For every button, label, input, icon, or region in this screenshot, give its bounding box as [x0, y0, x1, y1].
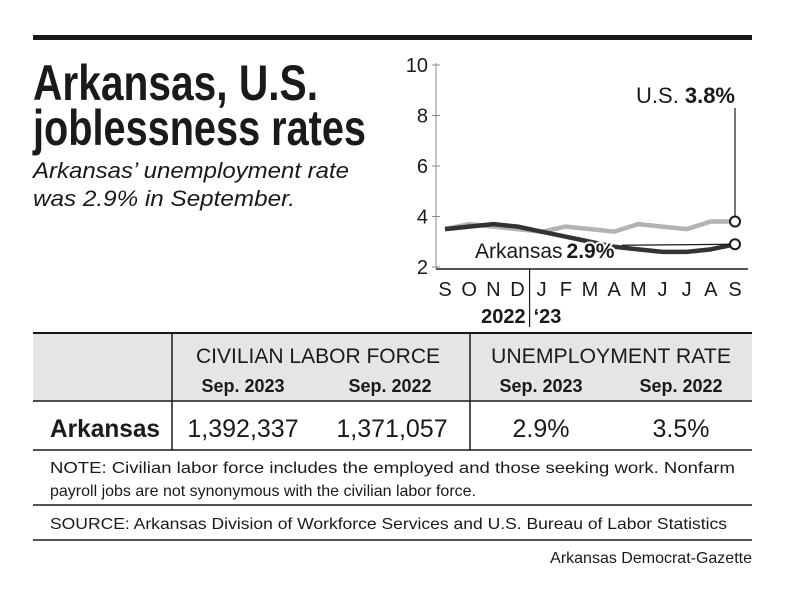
- cell: 1,392,337: [187, 415, 298, 443]
- credit: Arkansas Democrat-Gazette: [550, 550, 752, 567]
- series-end-label: 3.8%: [685, 83, 735, 108]
- note: NOTE: Civilian labor force includes the …: [50, 460, 735, 477]
- series-label: U.S. 3.8%: [636, 83, 735, 108]
- x-tick-label: S: [438, 279, 451, 301]
- series-line: [444, 221, 736, 255]
- cell: 3.5%: [653, 415, 710, 443]
- x-tick-label: M: [630, 279, 647, 301]
- end-marker: [729, 215, 741, 228]
- subheader: Sep. 2023: [201, 376, 284, 396]
- y-tick-label: 2: [417, 257, 428, 279]
- x-tick-label: A: [704, 279, 718, 301]
- table-header-bg: [33, 333, 752, 401]
- x-tick-label: N: [486, 279, 500, 301]
- table: CIVILIAN LABOR FORCE UNEMPLOYMENT RATE S…: [33, 332, 752, 541]
- x-tick-label: F: [560, 279, 572, 301]
- group-header: UNEMPLOYMENT RATE: [491, 345, 731, 368]
- subtitle: was 2.9% in September.: [33, 186, 295, 211]
- y-tick-label: 10: [406, 55, 428, 77]
- cell: 1,371,057: [336, 415, 447, 443]
- x-tick-label: O: [461, 279, 477, 301]
- y-tick-label: 8: [417, 106, 428, 128]
- title: Arkansas, U.S.: [33, 55, 318, 111]
- x-tick-label: M: [582, 279, 599, 301]
- cell: 2.9%: [513, 415, 570, 443]
- group-header: CIVILIAN LABOR FORCE: [196, 345, 440, 368]
- series-name: Arkansas: [475, 240, 563, 263]
- subtitle: Arkansas’ unemployment rate: [31, 158, 349, 183]
- top-rule: [33, 35, 752, 40]
- year-label: 2022: [481, 306, 526, 328]
- subheader: Sep. 2022: [639, 376, 722, 396]
- x-tick-label: A: [607, 279, 621, 301]
- series-line: [444, 219, 735, 234]
- series-end-label: 2.9%: [567, 240, 615, 263]
- end-marker: [729, 238, 741, 251]
- leader-line: [621, 243, 736, 246]
- title: joblessness rates: [32, 100, 366, 156]
- note: payroll jobs are not synonymous with the…: [50, 483, 476, 500]
- x-tick-label: J: [658, 279, 668, 301]
- y-tick-label: 4: [417, 207, 428, 229]
- subheader: Sep. 2022: [348, 376, 431, 396]
- year-label: ‘23: [534, 306, 562, 328]
- subheader: Sep. 2023: [499, 376, 582, 396]
- x-tick-label: S: [728, 279, 741, 301]
- row-label: Arkansas: [50, 415, 160, 443]
- x-tick-label: D: [510, 279, 524, 301]
- source: SOURCE: Arkansas Division of Workforce S…: [50, 516, 727, 533]
- series-label: Arkansas 2.9%: [475, 240, 615, 263]
- x-tick-label: J: [537, 279, 547, 301]
- y-tick-label: 6: [417, 156, 428, 178]
- series-name: U.S.: [636, 83, 679, 108]
- x-tick-label: J: [682, 279, 692, 301]
